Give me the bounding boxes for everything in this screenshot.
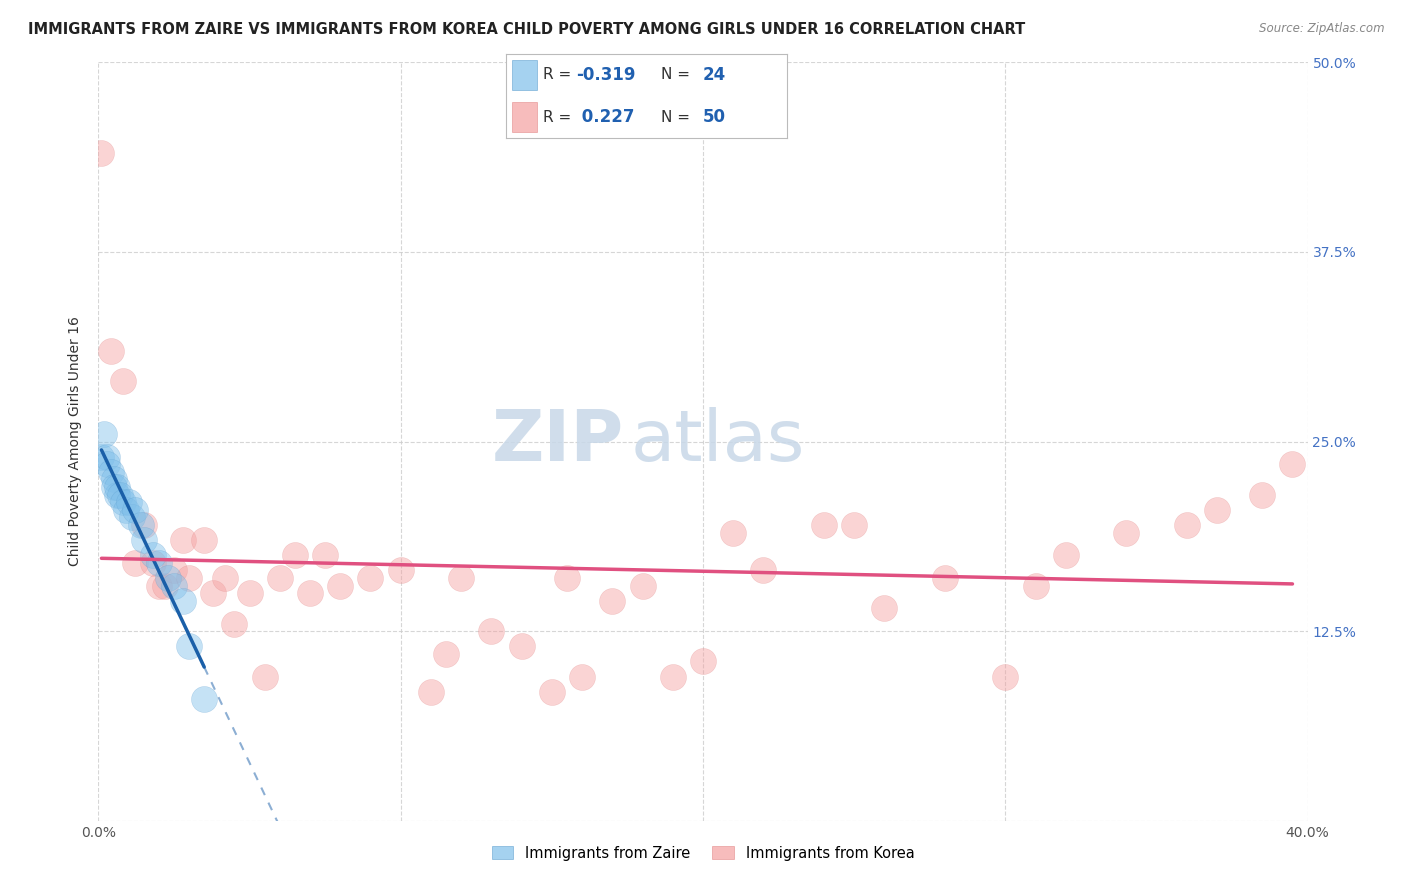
Point [129, 517, 152, 532]
Point [510, 639, 533, 653]
Point [103, 473, 125, 487]
Point [90, 146, 112, 161]
Point [193, 692, 215, 706]
Point [299, 586, 322, 600]
Text: 24: 24 [703, 66, 727, 84]
Point [93, 427, 115, 442]
Point [1175, 517, 1198, 532]
Point [156, 571, 179, 585]
Point [269, 571, 291, 585]
Text: 50: 50 [703, 108, 725, 126]
Text: IMMIGRANTS FROM ZAIRE VS IMMIGRANTS FROM KOREA CHILD POVERTY AMONG GIRLS UNDER 1: IMMIGRANTS FROM ZAIRE VS IMMIGRANTS FROM… [28, 22, 1025, 37]
Point [118, 495, 141, 509]
Text: atlas: atlas [630, 407, 804, 476]
Point [329, 579, 352, 593]
Point [100, 465, 122, 479]
Point [284, 548, 307, 563]
Point [172, 533, 194, 548]
Text: N =: N = [661, 67, 695, 82]
Point [172, 594, 194, 608]
Point [1251, 487, 1274, 501]
Text: N =: N = [661, 110, 695, 125]
Point [1054, 548, 1077, 563]
Point [571, 669, 593, 683]
Point [1115, 525, 1137, 540]
Text: Source: ZipAtlas.com: Source: ZipAtlas.com [1260, 22, 1385, 36]
Point [114, 503, 136, 517]
Point [111, 495, 134, 509]
Legend: Immigrants from Zaire, Immigrants from Korea: Immigrants from Zaire, Immigrants from K… [485, 839, 921, 866]
Point [163, 564, 186, 578]
Point [105, 487, 128, 501]
Point [1024, 579, 1046, 593]
Point [96, 450, 118, 464]
Point [1281, 458, 1303, 472]
Point [450, 571, 472, 585]
Point [813, 517, 835, 532]
Point [661, 669, 683, 683]
Text: -0.319: -0.319 [576, 66, 636, 84]
Text: 0.227: 0.227 [576, 108, 636, 126]
Point [434, 647, 457, 661]
Point [752, 564, 775, 578]
Point [602, 594, 624, 608]
Point [148, 556, 170, 570]
Text: R =: R = [543, 110, 576, 125]
Point [108, 487, 131, 501]
Bar [512, 103, 537, 132]
Point [253, 669, 276, 683]
Y-axis label: Child Poverty Among Girls Under 16: Child Poverty Among Girls Under 16 [69, 317, 83, 566]
Point [723, 525, 745, 540]
Point [420, 685, 443, 699]
Point [179, 571, 201, 585]
Point [202, 586, 225, 600]
Point [844, 517, 866, 532]
Point [934, 571, 956, 585]
Point [631, 579, 654, 593]
Point [90, 450, 112, 464]
Point [1206, 503, 1229, 517]
Point [100, 343, 122, 358]
Text: R =: R = [543, 67, 576, 82]
Point [148, 579, 170, 593]
Point [314, 548, 336, 563]
Point [360, 571, 382, 585]
Point [555, 571, 578, 585]
Text: ZIP: ZIP [492, 407, 624, 476]
Point [132, 533, 155, 548]
Point [239, 586, 262, 600]
Point [124, 503, 146, 517]
Point [193, 533, 215, 548]
Point [481, 624, 503, 639]
Point [163, 579, 186, 593]
Point [389, 564, 412, 578]
Point [132, 517, 155, 532]
Point [96, 458, 118, 472]
Point [124, 556, 146, 570]
Point [692, 655, 714, 669]
Point [142, 556, 165, 570]
Point [121, 510, 143, 524]
Bar [512, 60, 537, 89]
Point [111, 374, 134, 388]
Point [224, 616, 246, 631]
Point [103, 480, 125, 494]
Point [142, 548, 165, 563]
Point [540, 685, 562, 699]
Point [214, 571, 236, 585]
Point [105, 480, 128, 494]
Point [994, 669, 1017, 683]
Point [873, 601, 896, 615]
Point [153, 579, 176, 593]
Point [179, 639, 201, 653]
